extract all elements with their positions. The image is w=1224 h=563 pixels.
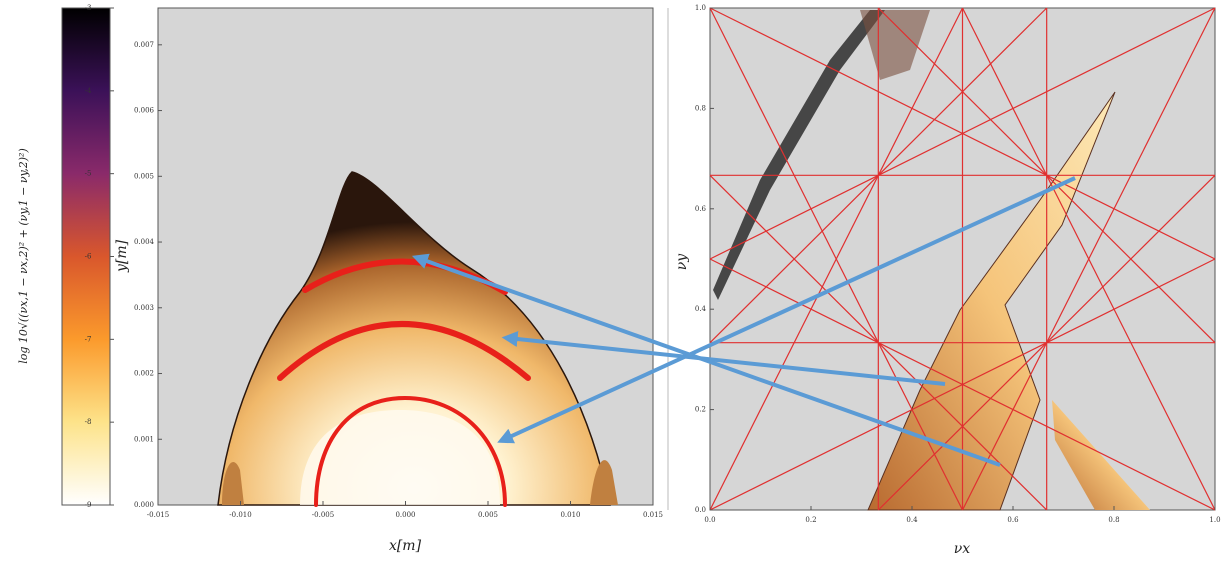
y-tick-label: -7 bbox=[85, 335, 92, 343]
scatter-region bbox=[860, 10, 930, 80]
x-axis-label: x[m] bbox=[389, 538, 422, 554]
x-tick-label: 0.2 bbox=[805, 516, 816, 524]
y-tick-label: -6 bbox=[85, 253, 92, 261]
x-tick-label: 0.6 bbox=[1007, 516, 1019, 524]
x-tick-label: 0.005 bbox=[478, 511, 498, 519]
y-tick-label: 0.4 bbox=[695, 305, 707, 313]
x-tick-label: 0.4 bbox=[906, 516, 918, 524]
stability-wedge bbox=[1052, 400, 1150, 510]
y-tick-label: 0.005 bbox=[134, 172, 154, 180]
x-tick-label: 0.8 bbox=[1108, 516, 1119, 524]
y-tick-label: -9 bbox=[85, 501, 92, 509]
colorbar-label: log 10√((νx,1 − νx,2)² + (νy,1 − νy,2)²) bbox=[17, 148, 30, 364]
red-arc bbox=[314, 395, 507, 507]
y-tick-label: -5 bbox=[85, 170, 92, 178]
resonance-streak bbox=[713, 10, 885, 300]
core-region bbox=[300, 410, 500, 505]
arrow bbox=[497, 176, 1076, 444]
red-arc bbox=[277, 321, 531, 381]
y-tick-label: 0.001 bbox=[134, 435, 154, 443]
x-tick-label: 1.0 bbox=[1209, 516, 1220, 524]
y-tick-label: 0.002 bbox=[134, 370, 154, 378]
x-tick-label: 0.0 bbox=[704, 516, 715, 524]
arrow bbox=[411, 253, 1001, 467]
y-tick-label: 0.007 bbox=[134, 41, 154, 49]
y-tick-label: 1.0 bbox=[695, 4, 706, 12]
y-tick-label: -8 bbox=[85, 418, 92, 426]
x-tick-label: -0.010 bbox=[229, 511, 251, 519]
y-tick-label: 0.0 bbox=[695, 506, 706, 514]
y-axis-label: y[m] bbox=[114, 239, 130, 273]
resonance-lines bbox=[710, 8, 1215, 510]
y-tick-label: 0.8 bbox=[695, 104, 706, 112]
y-axis-label: νy bbox=[674, 253, 690, 271]
y-tick-label: 0.000 bbox=[134, 501, 154, 509]
colorbar bbox=[61, 7, 111, 506]
stability-wedge bbox=[867, 91, 1116, 511]
x-tick-label: 0.010 bbox=[560, 511, 580, 519]
arrow bbox=[501, 331, 946, 386]
stability-region bbox=[217, 171, 611, 506]
x-tick-label: -0.015 bbox=[147, 511, 169, 519]
y-tick-label: 0.006 bbox=[134, 107, 155, 115]
y-tick-label: -3 bbox=[85, 4, 92, 12]
y-tick-label: 0.003 bbox=[134, 304, 154, 312]
x-tick-label: -0.005 bbox=[312, 511, 334, 519]
y-tick-label: 0.2 bbox=[695, 406, 706, 414]
y-tick-label: 0.6 bbox=[695, 205, 707, 213]
x-tick-label: 0.000 bbox=[395, 511, 415, 519]
y-tick-label: -4 bbox=[85, 87, 92, 95]
x-axis-label: νx bbox=[954, 541, 971, 557]
x-tick-label: 0.015 bbox=[643, 511, 663, 519]
y-tick-label: 0.004 bbox=[134, 238, 155, 246]
